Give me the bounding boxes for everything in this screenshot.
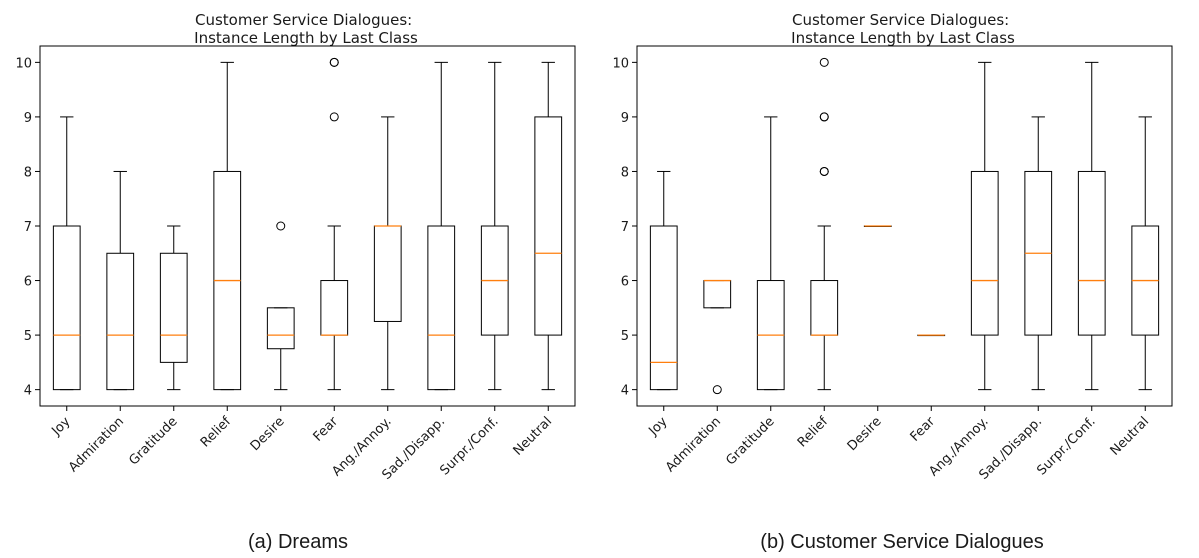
y-tick-label: 6 xyxy=(621,275,629,290)
box-fear xyxy=(917,334,946,337)
box-fear xyxy=(320,57,349,391)
box-iqr xyxy=(703,280,732,309)
x-tick-label: Admiration xyxy=(66,414,127,475)
y-tick-label: 8 xyxy=(621,165,629,180)
box-relief xyxy=(213,61,242,391)
box-iqr xyxy=(649,225,678,391)
x-tick-label: Neutral xyxy=(1108,414,1153,459)
box-neutral xyxy=(534,61,563,391)
x-tick-label: Desire xyxy=(248,414,288,454)
x-tick-label: Gratitude xyxy=(723,414,777,468)
box-relief xyxy=(810,57,839,391)
x-tick-label: Relief xyxy=(795,414,832,451)
chart-title-line-1: Customer Service Dialogues: xyxy=(195,11,412,29)
outlier-point xyxy=(819,57,829,67)
x-tick-label: Gratitude xyxy=(126,414,180,468)
box-iqr xyxy=(320,280,349,336)
box-desire xyxy=(863,225,892,227)
outlier-point xyxy=(819,166,829,176)
box-surpr-conf xyxy=(1077,61,1106,391)
y-tick-label: 10 xyxy=(612,56,629,71)
box-iqr xyxy=(534,116,563,336)
x-tick-label: Admiration xyxy=(663,414,724,475)
box-iqr xyxy=(52,225,81,391)
x-tick-label: Fear xyxy=(908,414,939,445)
box-gratitude xyxy=(756,116,785,391)
x-tick-label: Fear xyxy=(311,414,342,445)
x-tick-label: Joy xyxy=(645,414,670,439)
box-ang-annoy xyxy=(373,116,402,391)
y-tick-label: 5 xyxy=(24,329,32,344)
chart-title-line-1: Customer Service Dialogues: xyxy=(792,11,1009,29)
box-iqr xyxy=(373,225,402,322)
panel-customer-service: Customer Service Dialogues: Instance Len… xyxy=(612,11,1173,553)
box-iqr xyxy=(970,170,999,336)
outlier-point xyxy=(329,112,339,122)
box-iqr xyxy=(1077,170,1106,336)
box-iqr xyxy=(810,280,839,336)
box-iqr xyxy=(159,252,188,363)
outlier-point xyxy=(819,112,829,122)
x-tick-label: Neutral xyxy=(511,414,556,459)
y-tick-label: 5 xyxy=(621,329,629,344)
chart-title: Customer Service Dialogues: Instance Len… xyxy=(791,11,1015,47)
y-tick-label: 9 xyxy=(24,111,32,126)
box-iqr xyxy=(266,307,295,350)
y-tick-label: 10 xyxy=(15,56,32,71)
box-desire xyxy=(266,221,295,391)
y-tick-label: 9 xyxy=(621,111,629,126)
box-admiration xyxy=(703,279,732,395)
y-tick-label: 4 xyxy=(24,384,32,399)
box-sad-disapp xyxy=(1024,116,1053,391)
chart-title-line-2: Instance Length by Last Class xyxy=(791,29,1015,47)
box-gratitude xyxy=(159,225,188,391)
outlier-point xyxy=(276,221,286,231)
chart-title-line-2: Instance Length by Last Class xyxy=(194,29,418,47)
panel-caption: (a) Dreams xyxy=(248,531,348,553)
x-tick-label: Joy xyxy=(48,414,73,439)
box-surpr-conf xyxy=(480,61,509,391)
box-admiration xyxy=(106,170,135,391)
y-tick-label: 8 xyxy=(24,165,32,180)
x-tick-label: Relief xyxy=(198,414,235,451)
box-ang-annoy xyxy=(970,61,999,391)
box-iqr xyxy=(427,225,456,391)
box-neutral xyxy=(1131,116,1160,391)
box-sad-disapp xyxy=(427,61,456,391)
y-tick-label: 4 xyxy=(621,384,629,399)
chart-title: Customer Service Dialogues: Instance Len… xyxy=(194,11,418,47)
y-tick-label: 7 xyxy=(24,220,32,235)
y-tick-label: 6 xyxy=(24,275,32,290)
box-joy xyxy=(52,116,81,391)
x-tick-label: Desire xyxy=(845,414,885,454)
box-joy xyxy=(649,170,678,391)
outlier-point xyxy=(329,57,339,67)
box-iqr xyxy=(106,252,135,391)
outlier-point xyxy=(712,385,722,395)
panel-caption: (b) Customer Service Dialogues xyxy=(760,531,1043,553)
y-tick-label: 7 xyxy=(621,220,629,235)
panel-dreams: Customer Service Dialogues: Instance Len… xyxy=(15,11,576,553)
